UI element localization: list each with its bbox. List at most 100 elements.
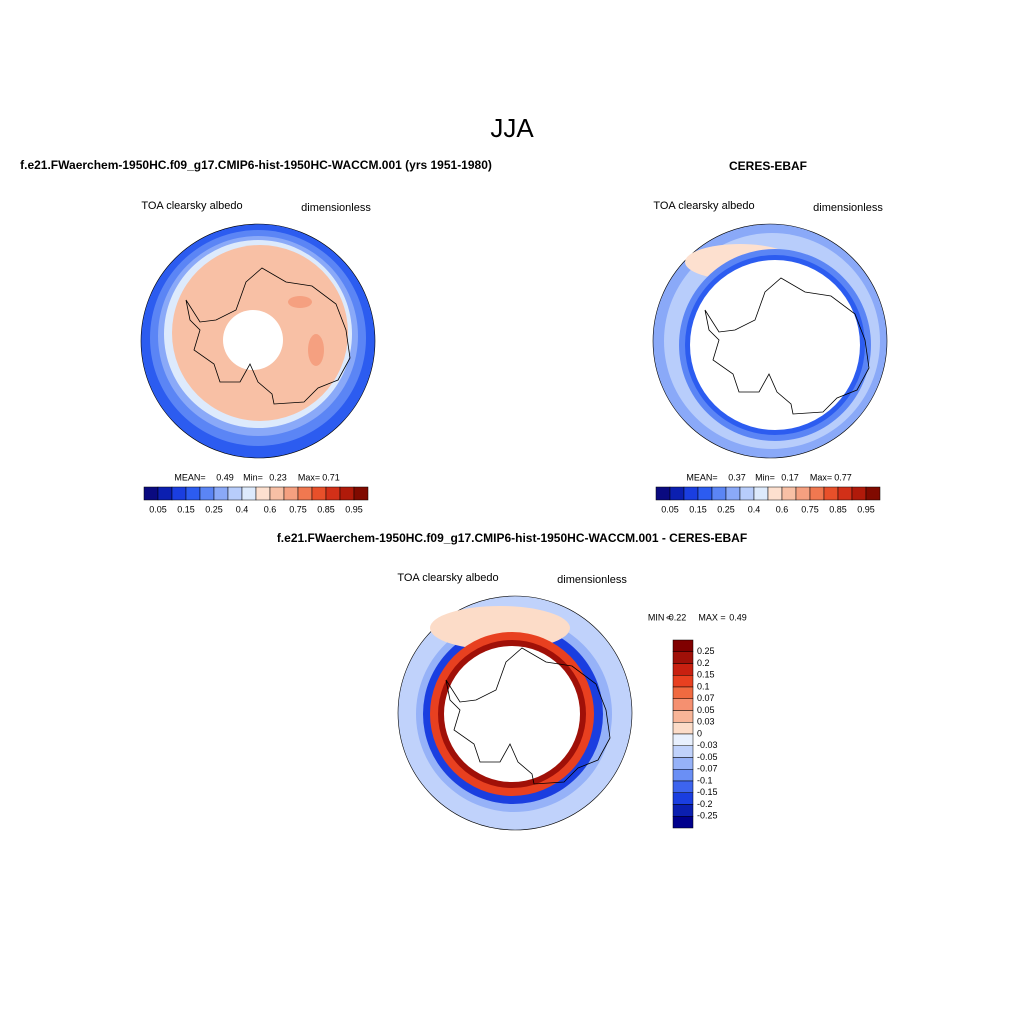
colorbar-box — [672, 757, 694, 770]
colorbar-label: 0.25 — [205, 504, 223, 514]
units-label: dimensionless — [813, 202, 883, 214]
colorbar-box — [213, 486, 229, 501]
colorbar-label: -0.05 — [697, 752, 718, 762]
stat-value: 0.49 — [216, 472, 234, 482]
colorbar-box — [672, 745, 694, 758]
variable-label: TOA clearsky albedo — [653, 200, 754, 212]
colorbar-box — [672, 804, 694, 817]
colorbar-label: 0.25 — [717, 504, 735, 514]
colorbar-box — [767, 486, 783, 501]
units-label: dimensionless — [301, 202, 371, 214]
colorbar-box — [283, 486, 299, 501]
stat-value: 0.71 — [322, 472, 340, 482]
colorbar-box — [672, 686, 694, 699]
variable-label: TOA clearsky albedo — [141, 200, 242, 212]
colorbar-label: 0.07 — [697, 693, 715, 703]
colorbar-box — [339, 486, 355, 501]
stat-value: 0.17 — [781, 472, 799, 482]
colorbar-label: -0.25 — [697, 811, 718, 821]
colorbar-box — [823, 486, 839, 501]
stat-label: MIN = — [648, 612, 672, 622]
colorbar-label: 0.6 — [776, 504, 789, 514]
colorbar-box — [672, 816, 694, 829]
colorbar-label: -0.2 — [697, 799, 713, 809]
colorbar-label: 0.75 — [801, 504, 819, 514]
colorbar-box — [711, 486, 727, 501]
colorbar-box — [672, 663, 694, 676]
colorbar-box — [739, 486, 755, 501]
colorbar-label: 0.75 — [289, 504, 307, 514]
stat-label: Max= — [810, 472, 832, 482]
colorbar-label: 0.95 — [857, 504, 875, 514]
stat-value: 0.37 — [728, 472, 746, 482]
colorbar-box — [672, 675, 694, 688]
colorbar-box — [753, 486, 769, 501]
colorbar-label: 0.05 — [149, 504, 167, 514]
panel-title: f.e21.FWaerchem-1950HC.f09_g17.CMIP6-his… — [20, 158, 492, 172]
colorbar-box — [865, 486, 881, 501]
colorbar-label: 0.03 — [697, 717, 715, 727]
stat-label: Max= — [298, 472, 320, 482]
colorbar-box — [672, 722, 694, 735]
colorbar-label: 0.05 — [697, 705, 715, 715]
colorbar-label: 0.05 — [661, 504, 679, 514]
colorbar-label: -0.07 — [697, 764, 718, 774]
colorbar-box — [199, 486, 215, 501]
colorbar-box — [143, 486, 159, 501]
colorbar-box — [781, 486, 797, 501]
colorbar-box — [171, 486, 187, 501]
stat-value: 0.77 — [834, 472, 852, 482]
colorbar-label: -0.1 — [697, 775, 713, 785]
colorbar-box — [851, 486, 867, 501]
colorbar-box — [672, 710, 694, 723]
colorbar-box — [672, 698, 694, 711]
colorbar-box — [655, 486, 671, 501]
colorbar-box — [672, 733, 694, 746]
colorbar-box — [672, 651, 694, 664]
colorbar-label: 0 — [697, 728, 702, 738]
colorbar-box — [725, 486, 741, 501]
colorbar-label: 0.2 — [697, 658, 710, 668]
panel-title: CERES-EBAF — [729, 159, 807, 173]
colorbar-label: 0.4 — [748, 504, 761, 514]
colorbar-label: -0.03 — [697, 740, 718, 750]
colorbar-box — [311, 486, 327, 501]
colorbar-label: 0.95 — [345, 504, 363, 514]
units-label: dimensionless — [557, 574, 627, 586]
colorbar-box — [837, 486, 853, 501]
colorbar-label: 0.25 — [697, 646, 715, 656]
map — [140, 223, 376, 459]
colorbar-box — [269, 486, 285, 501]
map — [652, 223, 888, 459]
colorbar-label: -0.15 — [697, 787, 718, 797]
colorbar-box — [297, 486, 313, 501]
colorbar-box — [672, 639, 694, 652]
colorbar-box — [255, 486, 271, 501]
colorbar-label: 0.15 — [697, 670, 715, 680]
map — [397, 595, 633, 831]
colorbar-label: 0.1 — [697, 681, 710, 691]
colorbar-box — [157, 486, 173, 501]
stat-value: -0.22 — [666, 612, 687, 622]
colorbar-box — [185, 486, 201, 501]
stat-label: Min= — [243, 472, 263, 482]
stat-label: MAX = — [698, 612, 725, 622]
colorbar-label: 0.85 — [829, 504, 847, 514]
colorbar-box — [353, 486, 369, 501]
colorbar-box — [672, 792, 694, 805]
colorbar-label: 0.15 — [689, 504, 707, 514]
colorbar-box — [227, 486, 243, 501]
colorbar-box — [669, 486, 685, 501]
colorbar-box — [325, 486, 341, 501]
stat-label: MEAN= — [174, 472, 205, 482]
stat-value: 0.49 — [729, 612, 747, 622]
stat-label: Min= — [755, 472, 775, 482]
colorbar-label: 0.4 — [236, 504, 249, 514]
colorbar-label: 0.85 — [317, 504, 335, 514]
colorbar-box — [697, 486, 713, 501]
colorbar-label: 0.15 — [177, 504, 195, 514]
colorbar-box — [672, 780, 694, 793]
stat-value: 0.23 — [269, 472, 287, 482]
figure-title: JJA — [490, 113, 534, 143]
